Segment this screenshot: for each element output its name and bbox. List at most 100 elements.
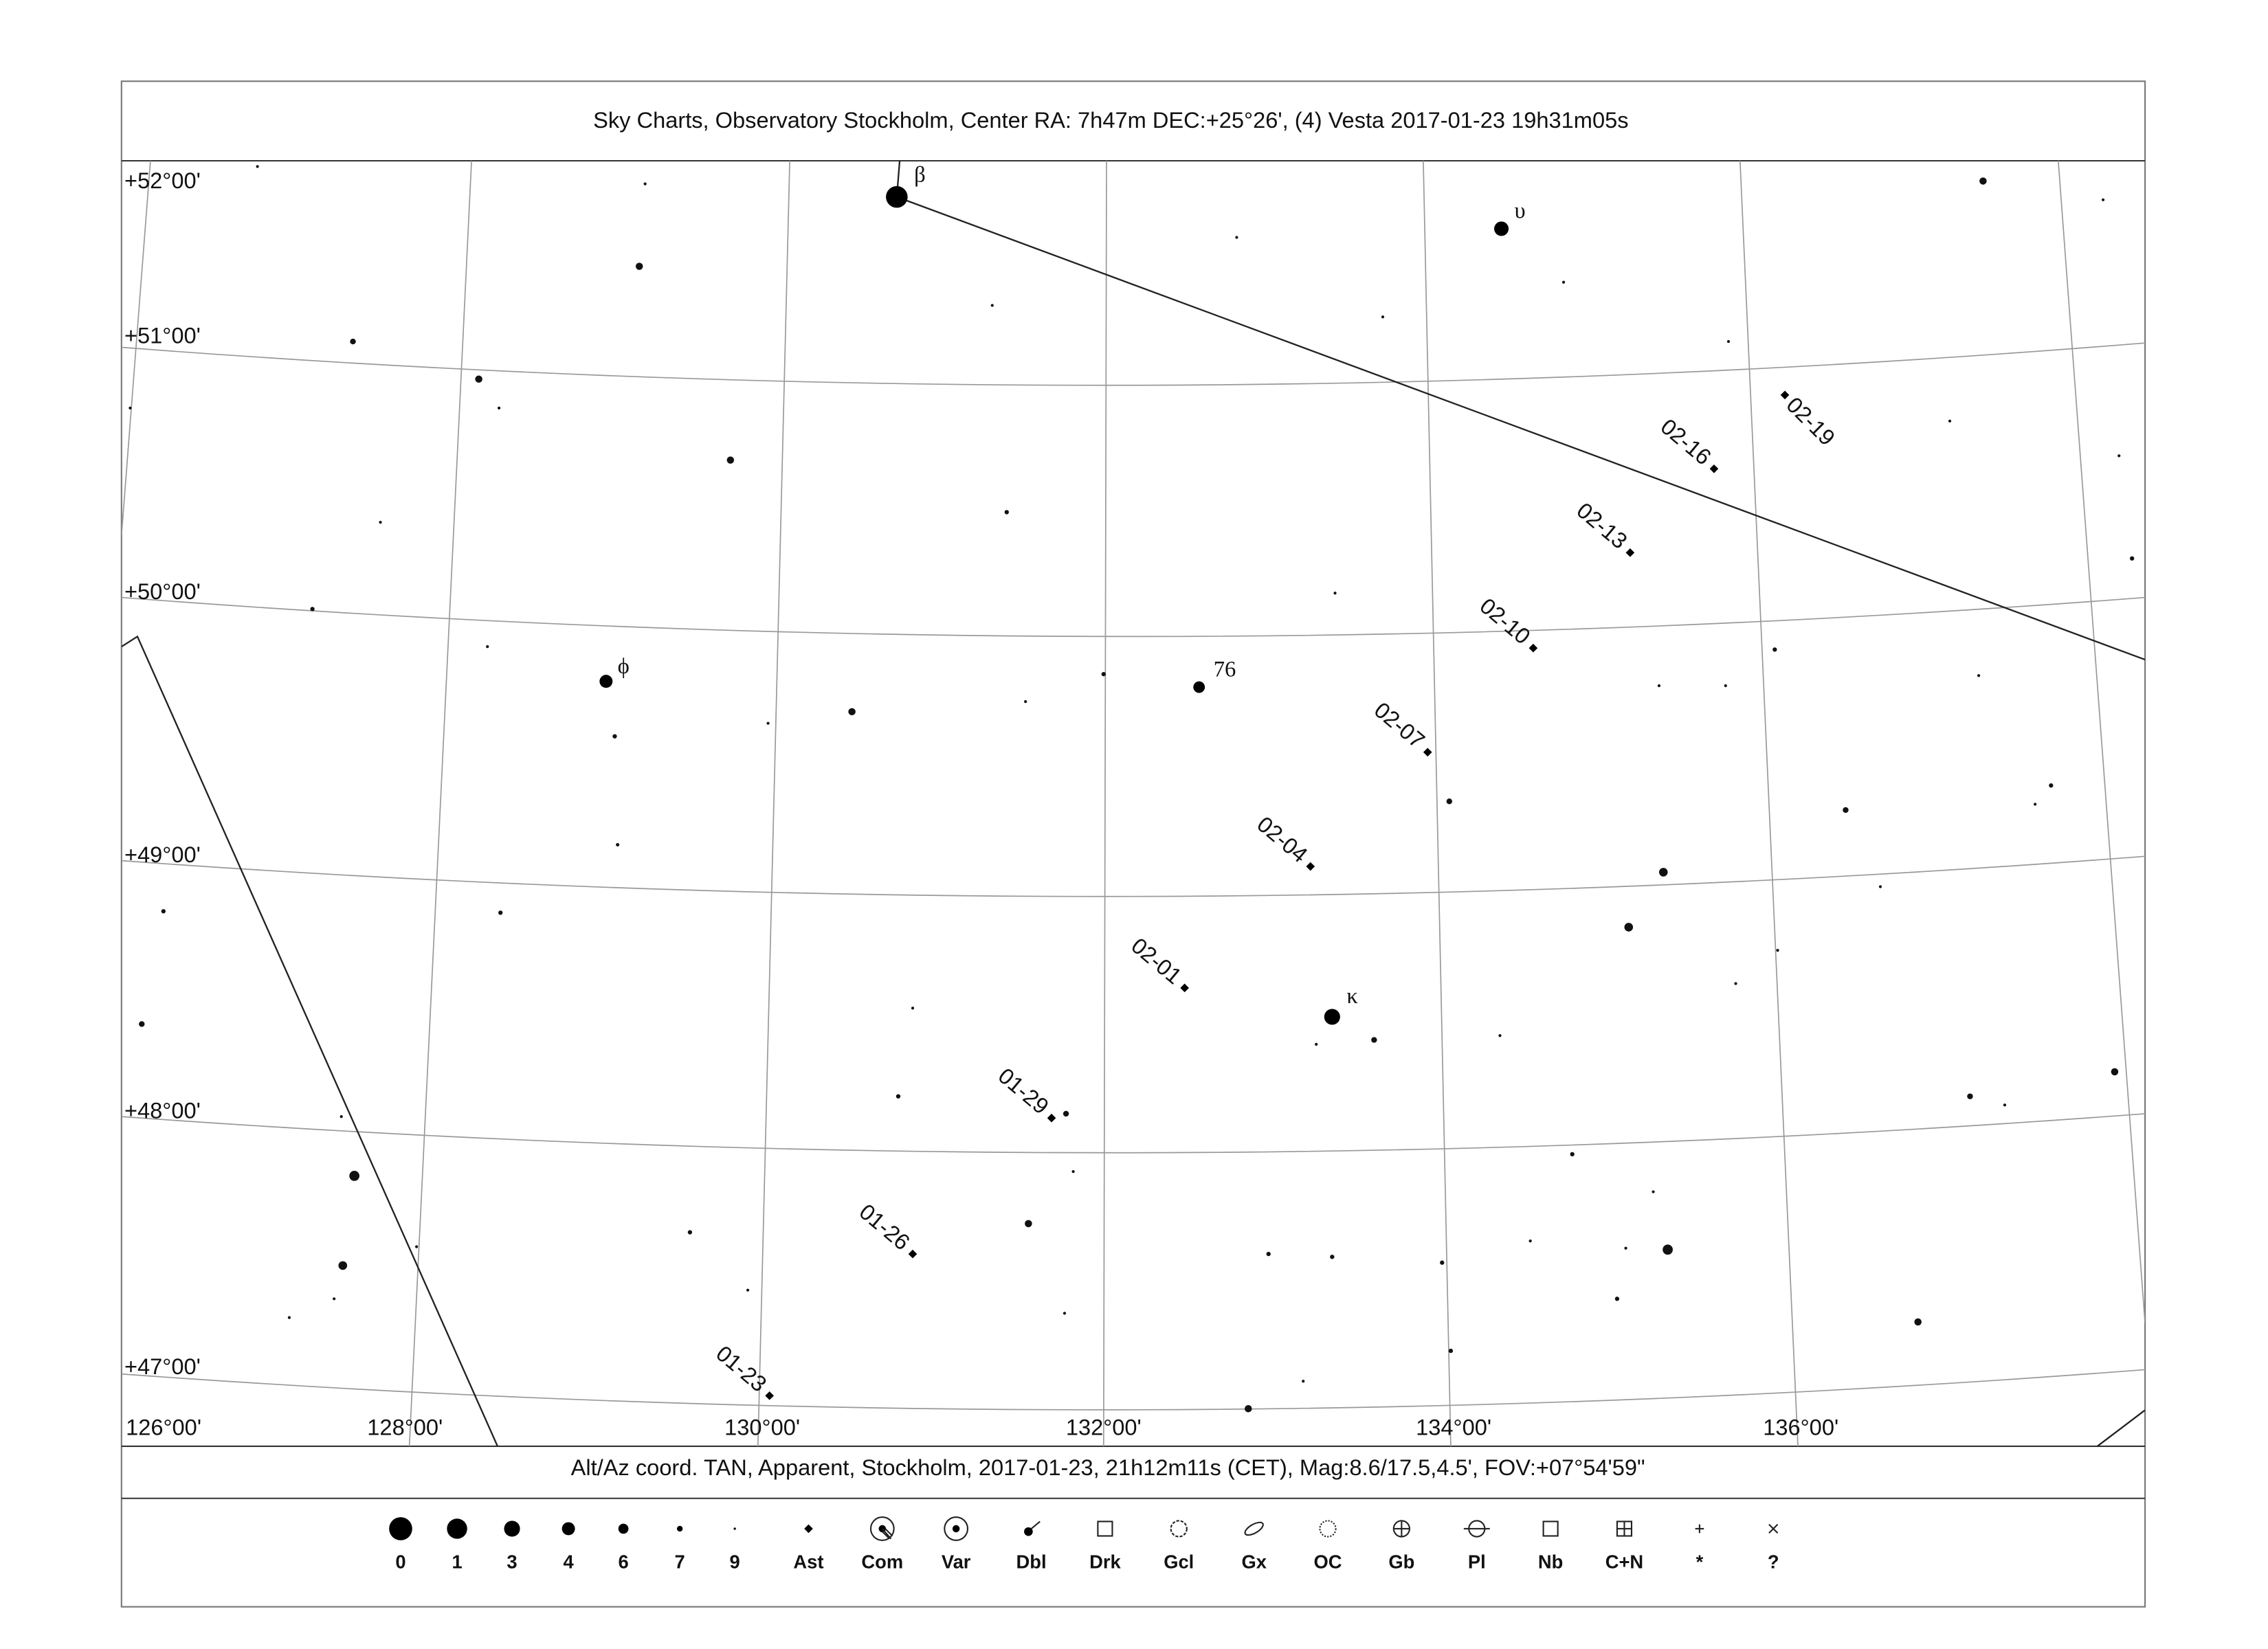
dec-line — [121, 1369, 2146, 1411]
legend-label: 3 — [507, 1551, 517, 1573]
star — [1948, 419, 1952, 423]
legend-label: Nb — [1538, 1551, 1563, 1573]
legend-symbol — [944, 1516, 969, 1541]
named-star — [1324, 1009, 1340, 1025]
star — [256, 165, 259, 168]
asteroid-position — [1625, 548, 1635, 557]
star — [2049, 783, 2054, 788]
star — [1381, 315, 1385, 319]
legend-label: Var — [942, 1551, 971, 1573]
legend-symbol — [504, 1521, 520, 1537]
dec-label: +50°00' — [124, 579, 201, 604]
star — [1570, 1152, 1575, 1157]
legend-label: Gcl — [1164, 1551, 1194, 1573]
star — [498, 910, 503, 915]
star — [1977, 674, 1981, 677]
legend-symbol — [1695, 1524, 1704, 1534]
star — [1063, 1312, 1067, 1315]
legend-symbol — [1768, 1523, 1779, 1534]
star — [2003, 1103, 2007, 1107]
star — [350, 338, 356, 345]
legend-label: Gb — [1388, 1551, 1414, 1573]
star — [2034, 803, 2037, 806]
named-star — [886, 186, 908, 208]
ra-line — [1102, 160, 1107, 1446]
legend-symbol — [447, 1518, 467, 1539]
dec-label: +47°00' — [124, 1354, 201, 1379]
legend-label: 4 — [563, 1551, 574, 1573]
legend-symbol — [1030, 1521, 1041, 1529]
chart-area — [121, 160, 2146, 1446]
star — [1235, 236, 1238, 239]
constellation-boundary — [896, 196, 2146, 661]
star — [1266, 1251, 1271, 1257]
star — [1498, 1034, 1502, 1037]
legend-symbol — [869, 1516, 895, 1541]
legend-label: Drk — [1089, 1551, 1121, 1573]
star — [1315, 1042, 1318, 1046]
star — [1614, 1297, 1620, 1301]
legend-label: Ast — [793, 1551, 823, 1573]
asteroid-position — [1047, 1113, 1056, 1123]
legend-label: 1 — [452, 1551, 462, 1573]
star — [338, 1261, 348, 1270]
ra-label: 132°00' — [1066, 1414, 1142, 1439]
legend-label: * — [1696, 1551, 1704, 1573]
asteroid-position — [1709, 464, 1719, 473]
star — [726, 456, 735, 464]
legend-label: Dbl — [1016, 1551, 1047, 1573]
footer: Alt/Az coord. TAN, Apparent, Stockholm, … — [571, 1455, 1645, 1480]
legend-label: C+N — [1605, 1551, 1643, 1573]
legend-symbol — [882, 1528, 893, 1540]
star — [139, 1021, 145, 1027]
star — [1446, 798, 1453, 805]
star — [990, 304, 994, 307]
dec-line — [121, 596, 2146, 638]
star — [1624, 923, 1634, 932]
star — [349, 1171, 359, 1181]
star — [333, 1297, 336, 1301]
star — [1025, 1220, 1032, 1228]
legend-label: 9 — [730, 1551, 740, 1573]
star — [161, 909, 166, 914]
legend-label: 7 — [675, 1551, 685, 1573]
legend-symbol — [733, 1527, 736, 1530]
star — [612, 734, 617, 739]
dec-line — [121, 1113, 2146, 1154]
star — [2117, 454, 2121, 458]
legend-symbol — [389, 1517, 412, 1540]
star — [415, 1245, 419, 1248]
star — [1440, 1260, 1445, 1265]
star — [1652, 1190, 1655, 1193]
star — [848, 708, 856, 716]
star — [1024, 700, 1027, 704]
legend-symbol — [562, 1522, 575, 1536]
named-star — [599, 675, 613, 688]
legend-label: Gx — [1241, 1551, 1266, 1573]
star — [911, 1007, 915, 1010]
star — [1245, 1404, 1252, 1413]
star — [1657, 684, 1661, 688]
ra-label: 128°00' — [367, 1414, 443, 1439]
legend-symbol — [1542, 1521, 1559, 1537]
legend-symbol — [618, 1523, 629, 1534]
star — [896, 1094, 901, 1099]
ra-label: 134°00' — [1416, 1414, 1491, 1439]
star — [766, 721, 770, 725]
star — [1063, 1110, 1069, 1117]
ra-line — [2057, 160, 2146, 1324]
star — [1979, 177, 1987, 185]
star — [475, 375, 482, 383]
star — [687, 1230, 693, 1235]
dec-line — [121, 342, 2146, 386]
star — [616, 842, 620, 846]
dec-label: +48°00' — [124, 1097, 201, 1123]
star — [1101, 671, 1106, 677]
dec-label: +49°00' — [124, 842, 201, 867]
star — [1371, 1037, 1377, 1043]
star — [1302, 1380, 1305, 1383]
legend-symbol — [952, 1525, 960, 1533]
star — [1772, 647, 1777, 652]
